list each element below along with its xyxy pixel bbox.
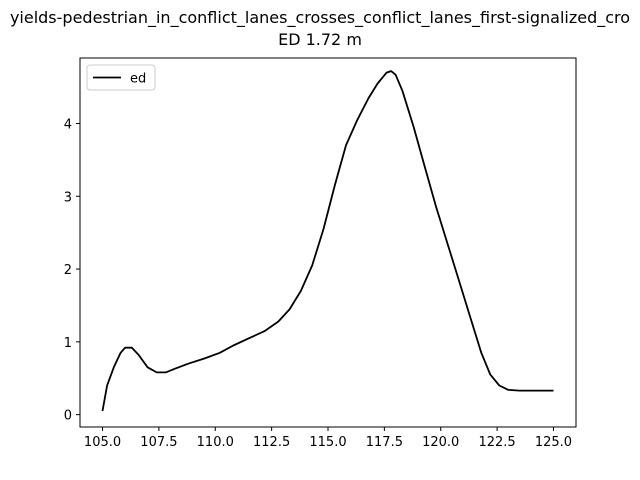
chart-subtitle: ED 1.72 m: [278, 30, 362, 49]
x-tick-label: 105.0: [84, 435, 121, 450]
series-line-ed: [101, 70, 554, 412]
x-tick-label: 107.5: [140, 435, 177, 450]
x-tick-label: 112.5: [253, 435, 290, 450]
legend-label: ed: [130, 72, 146, 87]
y-tick-label: 4: [64, 118, 72, 133]
chart-title: yields-pedestrian_in_conflict_lanes_cros…: [9, 8, 631, 27]
y-tick-label: 0: [64, 409, 72, 424]
y-tick-label: 2: [64, 263, 72, 278]
x-tick-label: 120.0: [422, 435, 459, 450]
x-tick-label: 117.5: [366, 435, 403, 450]
y-tick-label: 3: [64, 190, 72, 205]
x-tick-label: 125.0: [535, 435, 572, 450]
x-tick-label: 115.0: [309, 435, 346, 450]
x-tick-label: 122.5: [478, 435, 515, 450]
y-tick-label: 1: [64, 336, 72, 351]
x-tick-label: 110.0: [197, 435, 234, 450]
